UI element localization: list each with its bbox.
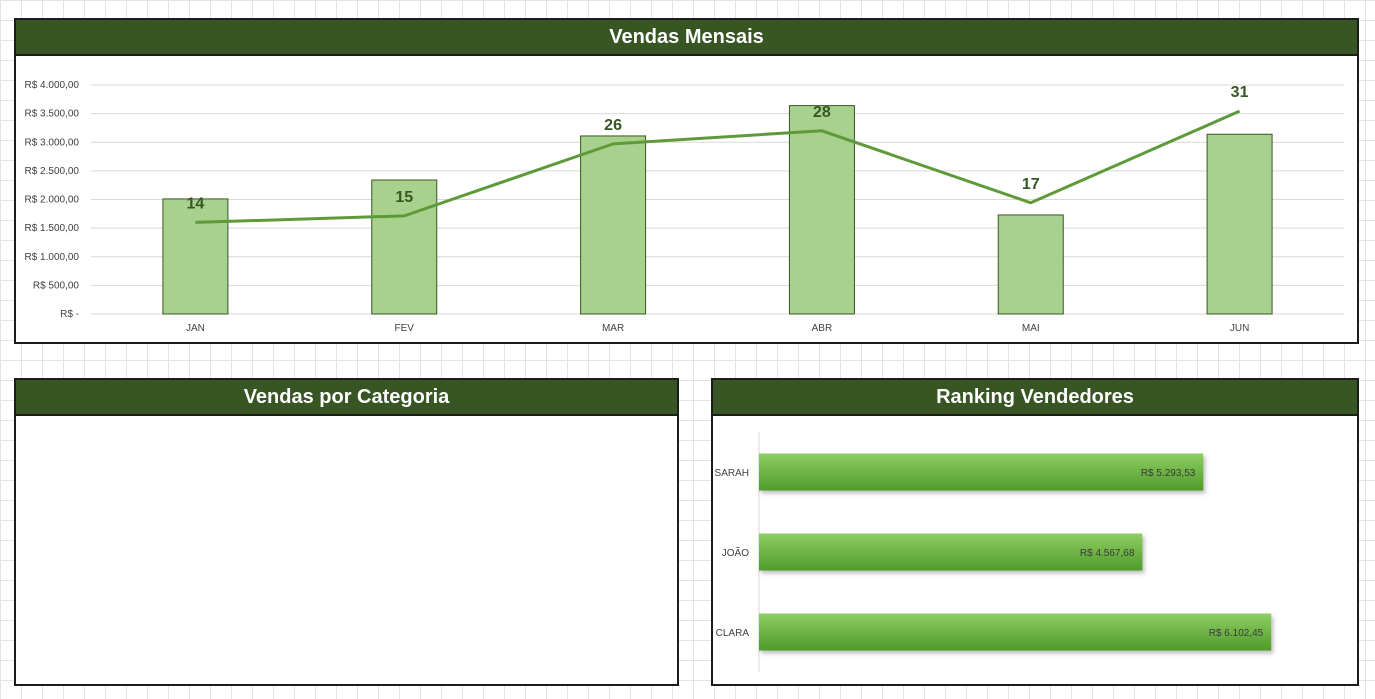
line-data-label: 17 xyxy=(1022,176,1040,193)
y-tick-label: R$ 3.500,00 xyxy=(25,109,80,120)
y-tick-label: R$ 500,00 xyxy=(33,280,80,291)
category-chart-area xyxy=(16,416,677,686)
category-sales-panel: Vendas por Categoria xyxy=(14,378,679,686)
x-tick-label: ABR xyxy=(812,323,833,334)
monthly-sales-title: Vendas Mensais xyxy=(16,20,1357,56)
y-tick-label: R$ 2.500,00 xyxy=(25,166,80,177)
y-tick-label: R$ - xyxy=(60,309,79,320)
line-data-label: 15 xyxy=(395,189,413,206)
ranking-panel: Ranking Vendedores R$ 5.293,53 SARAH R$ 4.… xyxy=(711,378,1359,686)
y-tick-label: R$ 3.000,00 xyxy=(25,137,80,148)
count-line-series[interactable] xyxy=(195,109,1241,224)
line-data-label: 14 xyxy=(187,195,205,212)
bar-jan[interactable] xyxy=(162,198,229,315)
y-tick-label: R$ 2.000,00 xyxy=(25,195,80,206)
bar-fev[interactable] xyxy=(371,179,438,315)
monthly-sales-panel: Vendas Mensais R$ - R$ 500,00 R$ 1.000,00 R… xyxy=(14,18,1359,344)
ranking-title: Ranking Vendedores xyxy=(713,380,1357,416)
ranking-bar-1[interactable] xyxy=(759,453,1204,491)
category-sales-title: Vendas por Categoria xyxy=(16,380,677,416)
x-tick-label: MAI xyxy=(1022,323,1040,334)
ranking-category-label: JOÃO xyxy=(722,546,749,559)
monthly-sales-chart[interactable]: R$ - R$ 500,00 R$ 1.000,00 R$ 1.500,00 R$ 2.… xyxy=(16,56,1357,344)
x-tick-label: MAR xyxy=(602,323,624,334)
x-tick-label: JUN xyxy=(1230,323,1249,334)
bar-mai[interactable] xyxy=(997,214,1064,315)
line-data-label: 31 xyxy=(1231,84,1249,101)
ranking-chart[interactable]: R$ 5.293,53 SARAH R$ 4.567,68 JOÃO R$ 6.102,… xyxy=(713,416,1357,686)
line-data-label: 28 xyxy=(813,104,831,121)
ranking-bar-3[interactable] xyxy=(759,613,1272,651)
y-tick-label: R$ 4.000,00 xyxy=(25,80,80,91)
x-tick-label: FEV xyxy=(395,323,415,334)
ranking-category-label: CLARA xyxy=(716,628,750,639)
bar-abr[interactable] xyxy=(788,105,855,315)
bar-jun[interactable] xyxy=(1206,133,1273,315)
y-tick-label: R$ 1.500,00 xyxy=(25,223,80,234)
line-data-label: 26 xyxy=(604,117,622,134)
ranking-value-label: R$ 4.567,68 xyxy=(1080,548,1135,559)
ranking-value-label: R$ 5.293,53 xyxy=(1141,468,1196,479)
y-tick-label: R$ 1.000,00 xyxy=(25,252,80,263)
x-tick-label: JAN xyxy=(186,323,205,334)
ranking-bar-2[interactable] xyxy=(759,533,1143,571)
ranking-category-label: SARAH xyxy=(715,468,749,479)
ranking-value-label: R$ 6.102,45 xyxy=(1209,628,1264,639)
bar-mar[interactable] xyxy=(580,135,647,315)
